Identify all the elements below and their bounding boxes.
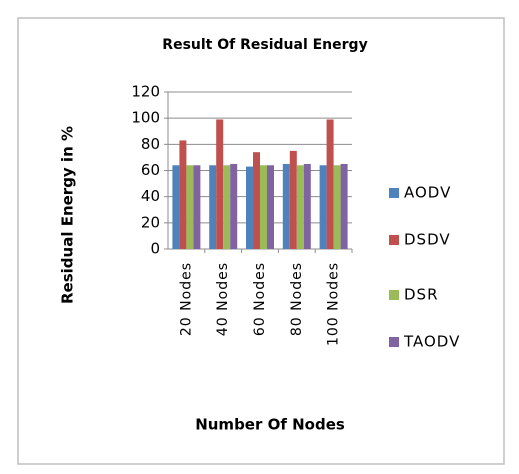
x-tick-label: 100 Nodes — [326, 262, 342, 346]
bar — [333, 165, 341, 249]
bar — [193, 165, 201, 249]
bar — [303, 163, 311, 249]
x-tick-label: 60 Nodes — [252, 262, 268, 336]
y-tick-label: 40 — [141, 187, 160, 205]
bar — [216, 119, 224, 249]
bar — [319, 165, 327, 249]
bar — [209, 165, 217, 249]
bar — [172, 165, 180, 249]
legend-swatch — [389, 290, 399, 300]
x-tick-label: 20 Nodes — [178, 262, 194, 336]
bar — [282, 163, 290, 249]
bar — [260, 165, 267, 249]
bar — [223, 165, 231, 249]
legend-label: TAODV — [403, 333, 460, 351]
legend-label: DSR — [404, 286, 439, 304]
y-tick-label: 100 — [131, 109, 160, 127]
bar — [179, 140, 187, 249]
y-axis-label: Residual Energy in % — [59, 126, 77, 304]
bar — [296, 165, 304, 249]
y-tick-label: 120 — [131, 83, 160, 101]
bar — [289, 150, 297, 249]
chart-title: Result Of Residual Energy — [162, 37, 367, 53]
bar — [230, 163, 238, 249]
x-tick-label: 40 Nodes — [215, 262, 231, 336]
y-tick-label: 80 — [141, 135, 160, 153]
legend-swatch — [389, 188, 399, 198]
bar — [186, 165, 194, 249]
legend-swatch — [389, 235, 399, 245]
bar — [267, 165, 274, 249]
x-axis-label: Number Of Nodes — [195, 416, 345, 434]
bar — [253, 152, 260, 249]
bar — [326, 119, 334, 249]
legend-swatch — [389, 337, 399, 347]
y-tick-label: 20 — [141, 213, 160, 231]
bar — [340, 163, 348, 249]
legend-label: AODV — [404, 184, 451, 202]
legend-label: DSDV — [404, 231, 451, 249]
y-tick-label: 0 — [150, 240, 160, 258]
x-tick-label: 80 Nodes — [289, 262, 305, 336]
y-tick-label: 60 — [141, 161, 160, 179]
bar — [246, 166, 253, 249]
